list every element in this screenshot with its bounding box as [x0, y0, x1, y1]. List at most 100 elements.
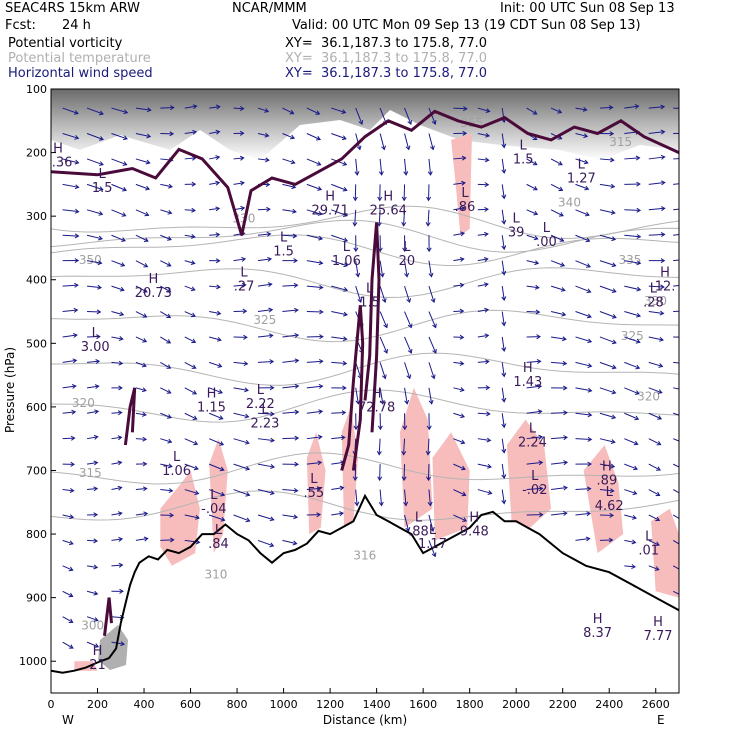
wind-vector-head [538, 434, 543, 440]
wind-vector [673, 285, 679, 287]
field-pv-name: Potential vorticity [8, 36, 123, 51]
wind-vector [624, 234, 641, 238]
wind-vector-head [293, 258, 298, 264]
wind-vector [135, 260, 148, 268]
wind-vector-head [191, 181, 197, 187]
wind-vector-head [563, 460, 569, 466]
wind-vector [550, 285, 565, 291]
theta-contour-label: 325 [621, 329, 644, 343]
wind-vector-head [660, 180, 666, 186]
wind-vector-head [377, 196, 383, 202]
wind-vector-head [656, 440, 662, 446]
wind-vector [575, 133, 588, 137]
wind-vector-head [377, 476, 383, 482]
wind-vector [648, 361, 663, 367]
wind-vector [331, 183, 347, 191]
wind-vector-head [341, 135, 347, 141]
wind-vector [379, 336, 388, 354]
wind-vector-head [264, 108, 270, 113]
wind-vector [477, 489, 492, 494]
wind-vector-head [538, 486, 544, 492]
wind-vector-head [265, 182, 271, 188]
x-tick-label: 1000 [270, 698, 298, 711]
wind-vector [209, 514, 225, 521]
wind-vector-head [93, 512, 99, 518]
wind-vector-head [557, 109, 563, 114]
wind-vector-head [74, 208, 80, 214]
valid-time: Valid: 00 UTC Mon 09 Sep 13 (19 CDT Sun … [292, 18, 641, 33]
wind-vector-head [679, 543, 683, 547]
wind-vector [378, 438, 381, 455]
wind-vector [624, 463, 638, 470]
wind-vector-head [220, 516, 226, 522]
wind-vector-head [501, 397, 507, 403]
shaded-regions [74, 133, 679, 671]
wind-vector-head [74, 134, 80, 140]
wind-vector [233, 412, 249, 418]
extremum-label: L.27 [234, 266, 255, 295]
wind-vector-head [610, 463, 616, 469]
wind-vector [86, 285, 102, 289]
wind-vector-head [73, 307, 79, 313]
wind-vector [135, 107, 151, 111]
extremum-value: 29.71 [312, 203, 349, 218]
wind-vector [599, 183, 615, 188]
wind-vector-head [680, 593, 684, 597]
wind-vector-head [402, 247, 408, 253]
wind-vector [526, 360, 541, 363]
wind-vector [404, 107, 412, 125]
wind-vector [62, 133, 79, 139]
wind-vector-head [558, 212, 564, 217]
wind-vector [306, 436, 322, 440]
wind-vector [501, 362, 505, 377]
wind-vector-head [427, 171, 433, 176]
wind-vector [184, 514, 200, 519]
wind-vector [672, 539, 679, 545]
wind-vector-head [191, 364, 197, 369]
theta-contour-label: 350 [79, 253, 102, 267]
wind-vector-head [611, 339, 617, 345]
wind-vector-head [534, 260, 540, 266]
wind-vector [453, 438, 465, 444]
wind-vector-head [292, 540, 298, 546]
wind-vector [160, 183, 173, 188]
wind-vector-head [484, 359, 490, 365]
theta-contour-label: 335 [619, 253, 642, 267]
wind-vector [160, 489, 173, 492]
wind-vector [648, 207, 665, 211]
wind-vector [184, 387, 197, 395]
wind-vector-head [167, 438, 173, 444]
extremum-label: L1.5 [513, 138, 534, 167]
wind-vector [428, 362, 435, 379]
wind-vector [550, 158, 563, 166]
extremum-type: L [99, 167, 107, 182]
extremum-type: L [578, 157, 586, 172]
extremum-type: H [207, 386, 217, 401]
wind-vector [648, 311, 664, 315]
wind-vector-head [558, 186, 564, 192]
wind-vector [86, 565, 98, 569]
extremum-type: L [429, 523, 437, 538]
wind-vector-head [631, 539, 637, 545]
wind-vector [404, 158, 407, 175]
wind-vector-head [244, 387, 249, 393]
wind-vector-head [685, 206, 689, 210]
wind-vector [648, 387, 662, 394]
wind-vector-head [459, 257, 465, 262]
wind-vector-head [121, 212, 127, 217]
wind-vector [526, 410, 542, 414]
x-tick-label: 2600 [642, 698, 670, 711]
wind-vector-head [426, 425, 432, 431]
wind-vector-head [97, 284, 102, 290]
wind-vector [428, 285, 435, 303]
wind-vector [428, 387, 433, 404]
extremum-type: H [372, 386, 382, 401]
wind-vector-head [341, 410, 347, 416]
wind-vector [501, 184, 505, 199]
y-axis-ticks: 100 200 300 400 500 600 700 800 900 1000 [19, 83, 56, 668]
theta-contour-label: 315 [79, 466, 102, 480]
extremum-label: L.84 [208, 523, 229, 552]
wind-vector-head [168, 183, 173, 189]
wind-vector [282, 107, 294, 115]
wind-vector [111, 538, 123, 541]
